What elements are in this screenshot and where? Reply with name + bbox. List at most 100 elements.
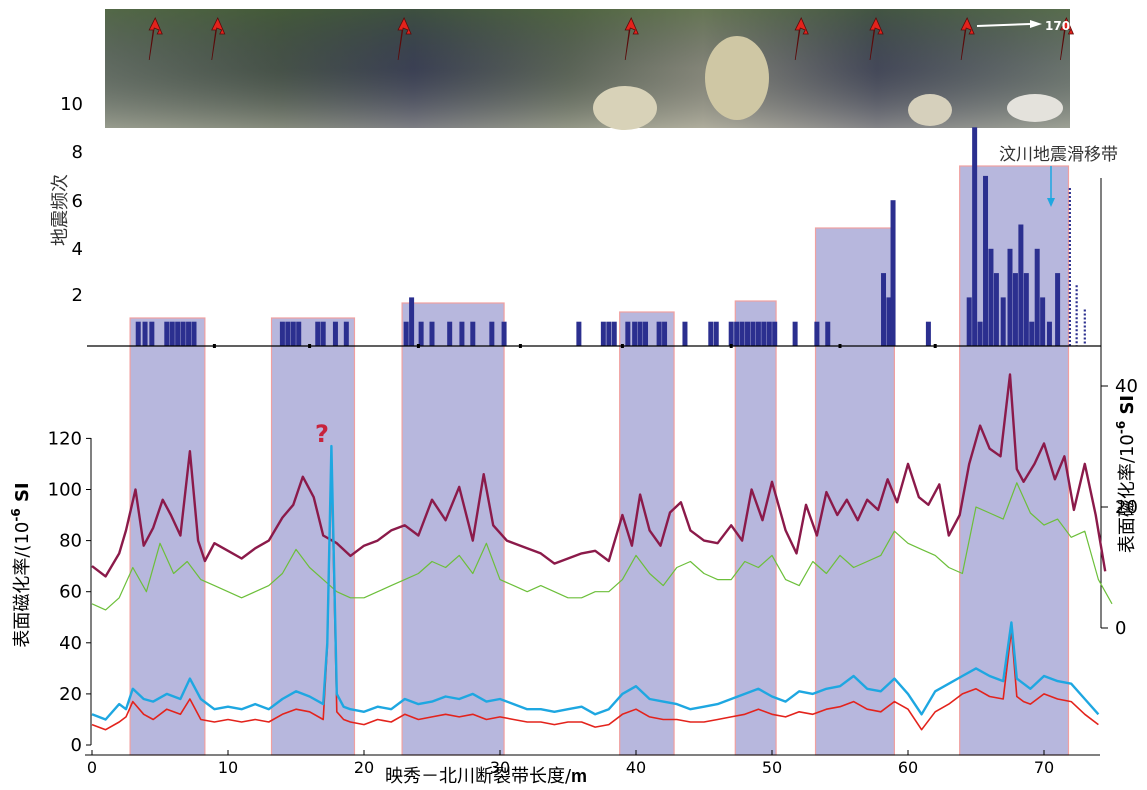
slip-arrow — [211, 17, 226, 61]
frequency-bar — [1007, 248, 1013, 346]
frequency-bar — [1055, 273, 1061, 346]
frequency-bar — [713, 321, 719, 346]
frequency-bar — [600, 321, 606, 346]
x-tick-label: 60 — [898, 758, 918, 777]
frequency-bar — [418, 321, 424, 346]
frequency-bar — [750, 321, 756, 346]
slip-zone-label: 汶川地震滑移带 — [999, 145, 1118, 165]
frequency-bar — [632, 321, 638, 346]
frequency-bar — [279, 321, 285, 346]
frequency-bar — [886, 297, 892, 346]
frequency-bar — [343, 321, 349, 346]
frequency-bar — [142, 321, 148, 346]
frequency-bar — [925, 321, 931, 346]
frequency-bar — [625, 321, 631, 346]
left-tick-label: 100 — [48, 480, 82, 501]
frequency-bar — [792, 321, 798, 346]
right-ticks: 0 20 40 — [1101, 376, 1138, 639]
shaded-zone — [734, 300, 777, 756]
frequency-bar — [164, 321, 170, 346]
frequency-bar — [403, 321, 409, 346]
shaded-zones — [129, 165, 1070, 756]
frequency-bar — [825, 321, 831, 346]
slip-arrow — [624, 17, 639, 61]
frequency-bar — [470, 321, 476, 346]
frequency-bar — [766, 321, 772, 346]
frequency-bar — [409, 297, 415, 346]
frequency-bar — [1034, 248, 1040, 346]
frequency-bar — [501, 321, 507, 346]
slip-arrow — [794, 17, 809, 61]
frequency-bar — [135, 321, 141, 346]
slip-arrow — [397, 17, 412, 61]
left-tick-label: 80 — [59, 531, 82, 552]
frequency-bar — [734, 321, 740, 346]
boulder-3 — [908, 94, 952, 126]
frequency-bar — [606, 321, 612, 346]
frequency-bar — [1029, 321, 1035, 346]
x-tick-label: 20 — [354, 758, 374, 777]
x-tick-label: 10 — [218, 758, 238, 777]
water-spot — [1007, 94, 1063, 122]
slip-arrow — [148, 17, 163, 61]
frequency-bar — [447, 321, 453, 346]
series-line-blue — [91, 444, 1100, 721]
left-tick-label: 120 — [48, 428, 82, 449]
frequency-bar — [186, 321, 192, 346]
frequency-bar — [890, 200, 896, 346]
susceptibility-lines — [91, 373, 1113, 731]
x-ticks: 0 10 20 30 40 50 60 70 — [87, 750, 1054, 777]
frequency-bar — [1012, 273, 1018, 346]
frequency-bar — [191, 321, 197, 346]
frequency-bar — [643, 321, 649, 346]
left-tick-label: 0 — [71, 735, 82, 756]
x-tick-label: 70 — [1034, 758, 1054, 777]
frequency-bar — [637, 321, 643, 346]
frequency-bar — [993, 273, 999, 346]
frequency-axis: 2 4 6 8 10 地震频次 汶川地震滑移带 — [50, 94, 1118, 628]
frequency-bar — [175, 321, 181, 346]
direction-indicator: 170° — [976, 19, 1076, 33]
left-tick-label: 40 — [59, 633, 82, 654]
right-axis-label: 表面磁化率/10-6 SI — [1114, 395, 1138, 553]
frequency-bar — [966, 297, 972, 346]
frequency-bar — [576, 321, 582, 346]
frequency-bar — [296, 321, 302, 346]
frequency-bar — [662, 321, 668, 346]
right-tick-label: 40 — [1115, 376, 1138, 397]
frequency-bar — [611, 321, 617, 346]
shaded-zone — [401, 302, 505, 756]
shaded-zone — [270, 317, 356, 756]
direction-label: 170° — [1045, 19, 1076, 33]
left-axis-label: 表面磁化率/(10-6 SI — [9, 482, 33, 647]
frequency-bar — [320, 321, 326, 346]
x-tick-label: 0 — [87, 758, 97, 777]
frequency-bar — [977, 321, 983, 346]
right-tick-label: 20 — [1115, 497, 1138, 518]
x-tick-label: 40 — [626, 758, 646, 777]
frequency-bar — [1000, 297, 1006, 346]
x-axis-label: 映秀－北川断裂带长度/m — [385, 766, 587, 787]
freq-tick-10: 10 — [60, 94, 83, 115]
freq-tick-8: 8 — [72, 142, 83, 163]
frequency-bar — [682, 321, 688, 346]
x-tick-label: 30 — [490, 758, 510, 777]
boulder-1 — [593, 86, 657, 130]
susceptibility-axes: 0 20 40 60 80 100 120 0 10 20 30 40 50 60 70 0 20 40 映秀… — [9, 376, 1138, 787]
frequency-bar — [988, 248, 994, 346]
series-line-green — [91, 482, 1113, 611]
frequency-bar — [1046, 321, 1052, 346]
slip-arrow — [960, 17, 975, 61]
frequency-bar — [772, 321, 778, 346]
slip-arrow — [1059, 17, 1075, 61]
frequency-bar — [755, 321, 761, 346]
question-mark: ? — [315, 420, 329, 448]
frequency-bar — [761, 321, 767, 346]
freq-tick-2: 2 — [72, 285, 83, 306]
x-tick-label: 50 — [762, 758, 782, 777]
frequency-bar — [728, 321, 734, 346]
frequency-bar — [429, 321, 435, 346]
frequency-bar — [739, 321, 745, 346]
frequency-bar — [290, 321, 296, 346]
